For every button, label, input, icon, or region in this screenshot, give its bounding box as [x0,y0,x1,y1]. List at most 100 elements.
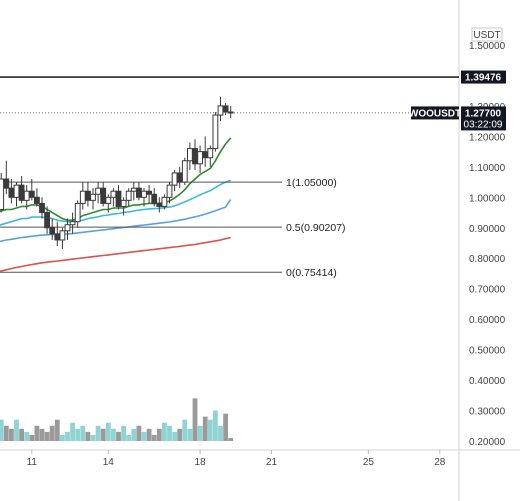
candle-body [136,187,142,198]
candle-body [197,151,203,165]
candle-body [28,190,35,198]
volume-bars [0,398,234,441]
volume-bar [39,428,45,441]
time-axis[interactable]: 11 14 18 21 25 28 [27,450,446,468]
volume-bar [19,428,24,441]
volume-bar [192,398,198,441]
candle-body [13,184,20,198]
candle-body [181,160,188,183]
time-tick-label: 11 [27,457,38,468]
volume-bar [182,419,188,441]
time-tick-label: 21 [266,457,278,468]
volume-bar [85,431,91,441]
moving-averages [0,137,232,273]
candle-body [125,190,132,201]
candle-body [130,187,137,192]
last-price-label: 1.27700 [465,108,502,119]
candle-body [161,196,168,207]
volume-bar [49,425,55,441]
volume-bar [70,422,75,441]
price-axis[interactable]: 1.500001.400001.300001.200001.100001.000… [469,41,506,448]
price-tick-label: 1.10000 [469,163,506,174]
candle-body [110,190,117,198]
volume-bar [80,425,86,441]
candle-body [146,190,152,195]
price-tick-label: 1.50000 [469,41,506,52]
volume-bar [177,428,183,441]
volume-bar [65,431,70,441]
price-tick-label: 0.70000 [469,285,506,296]
volume-bar [105,422,111,441]
volume-bar [162,422,167,441]
time-tick-label: 14 [103,457,115,468]
time-tick-label: 18 [195,457,207,468]
candle-body [0,178,5,210]
volume-bar [228,437,234,441]
moving-average-line [0,179,231,226]
volume-bar [218,425,223,441]
volume-bar [202,416,208,441]
volume-bar [146,428,152,441]
countdown-label: 03:22:09 [464,119,503,130]
volume-bar [223,413,228,441]
symbol-label: WOOUSDT [409,108,461,119]
candle-body [151,193,158,204]
price-tick-label: 0.60000 [469,315,506,326]
currency-label-box[interactable] [471,27,503,42]
volume-bar [111,428,116,441]
candle-body [105,196,112,204]
price-tick-label: 0.80000 [469,254,506,265]
last-price-badge [461,106,506,131]
volume-bar [116,431,121,441]
volume-bar [167,425,172,441]
moving-average-line [0,198,232,243]
candle-body [166,184,173,198]
volume-bar [172,431,177,441]
candle-body [3,178,10,189]
candle-body [217,105,224,116]
price-tick-label: 0.30000 [469,407,506,418]
candle-body [156,202,163,207]
price-tick-label: 0.20000 [469,437,506,448]
volume-bar [213,410,218,441]
volume-bar [90,434,96,441]
horizontal-lines[interactable] [0,76,459,114]
volume-bar [34,425,40,441]
volume-bar [14,419,19,441]
candle-body [176,172,183,183]
fib-retracement[interactable]: 1(1.05000) 0.5(0.90207) 0(0.75414) [0,177,346,279]
volume-bar [60,434,65,441]
volume-bar [207,419,213,441]
candle-body [59,230,66,241]
candle-body [64,224,71,232]
moving-average-line [0,236,231,273]
volume-bar [141,431,147,441]
candle-body [74,202,81,223]
volume-bar [9,428,14,441]
candle-body [18,184,25,201]
price-tick-label: 1.20000 [469,132,506,143]
candle-body [39,202,45,214]
candle-body [90,193,96,201]
volume-bar [187,428,193,441]
candle-body [23,190,30,201]
fib-level-label: 0.5(0.90207) [286,222,346,234]
candle-body [49,227,56,235]
candle-body [141,190,147,198]
candle-body [8,187,15,198]
symbol-badge [411,106,459,120]
moving-average-line [0,137,232,221]
volume-bar [29,434,35,441]
candle-body [202,151,209,159]
volume-bar [95,425,101,441]
volume-bar [54,419,60,441]
candle-body [222,105,229,113]
candle-body [95,187,101,195]
volume-bar [24,431,30,441]
price-tick-label: 0.50000 [469,346,506,357]
fib-level-label: 0(0.75414) [286,267,337,279]
candle-body [85,190,91,201]
volume-bar [126,434,132,441]
